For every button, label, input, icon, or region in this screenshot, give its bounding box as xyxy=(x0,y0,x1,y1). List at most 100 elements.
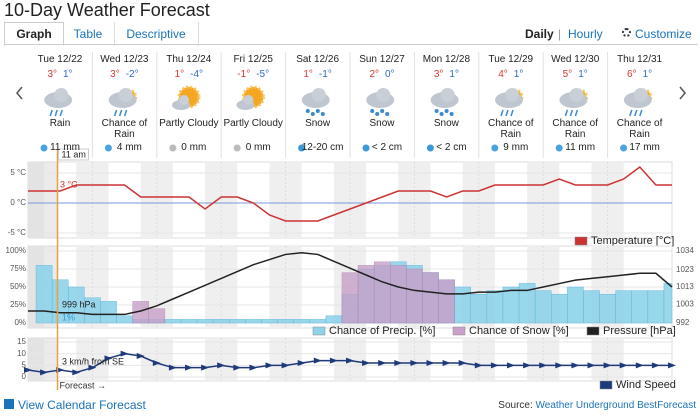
pressure-line xyxy=(28,251,673,316)
source-link[interactable]: Weather Underground BestForecast xyxy=(535,400,696,411)
day-date: Tue 12/22 xyxy=(37,54,83,65)
raindrop xyxy=(59,109,63,117)
snowflake xyxy=(380,109,385,113)
y2-tick-label: 1013 xyxy=(676,282,694,291)
precip-icon xyxy=(426,144,434,152)
wind-arrow xyxy=(40,369,49,376)
day-column: Wed 12/30 5° 1° Chance of Rain 11 mm xyxy=(543,48,607,153)
tab[interactable]: Table xyxy=(62,22,115,46)
day-date: Tue 12/29 xyxy=(488,54,534,65)
wind-arrow xyxy=(668,362,676,369)
snowflake xyxy=(315,109,320,113)
high: 3° xyxy=(433,69,444,80)
condition: Partly Cloudy xyxy=(223,118,283,129)
snowflake xyxy=(305,109,310,113)
high: 1° xyxy=(174,69,185,80)
cloud-icon xyxy=(54,88,69,102)
wind-arrow xyxy=(587,362,596,369)
wind-arrow xyxy=(394,360,403,366)
wind-arrow xyxy=(185,364,193,371)
low: -2° xyxy=(125,69,139,80)
legend-swatch xyxy=(452,326,466,336)
precip-amount: 17 mm xyxy=(629,142,660,153)
precip-icon xyxy=(298,144,306,152)
raindrop xyxy=(500,109,504,117)
wind-arrow xyxy=(362,360,371,366)
legend-label: Temperature [°C] xyxy=(591,235,674,247)
precip-bar xyxy=(615,290,633,324)
cloud-icon xyxy=(633,88,648,102)
wind-arrow xyxy=(474,362,483,369)
precip-bar xyxy=(454,286,471,324)
legend-label: Wind Speed xyxy=(616,379,676,391)
precip-bar xyxy=(164,319,182,324)
tab[interactable]: Descriptive xyxy=(114,22,199,46)
y-tick-label: 75% xyxy=(10,264,26,273)
cloud-icon xyxy=(569,88,584,102)
calendar-icon xyxy=(4,399,14,409)
raindrop xyxy=(574,109,579,117)
legend-swatch xyxy=(586,326,600,336)
day-date: Thu 12/31 xyxy=(617,54,663,65)
legend-swatch xyxy=(574,236,588,246)
cloud-icon xyxy=(243,95,254,105)
y2-tick-label: 992 xyxy=(676,318,690,327)
day-date: Sun 12/27 xyxy=(359,54,405,65)
precip-bar xyxy=(309,319,327,324)
y-tick-label: 25% xyxy=(10,300,26,309)
condition: Snow xyxy=(369,118,395,129)
hi-lo: 4° 1° xyxy=(479,69,543,80)
day-column: Mon 12/28 3° 1° Snow < 2 cm xyxy=(414,48,478,153)
wind-arrow xyxy=(346,357,354,364)
high: -1° xyxy=(237,69,251,80)
wind-arrow xyxy=(281,362,290,369)
day-column: Tue 12/22 3° 1° Rain 11 mm xyxy=(28,48,92,153)
next-arrow xyxy=(679,86,686,100)
precip-amount: 11 mm xyxy=(565,142,596,153)
raindrop xyxy=(639,109,643,117)
current-value: 3 km/h from SE xyxy=(62,356,124,366)
precip-bar xyxy=(567,286,584,324)
wind-arrow xyxy=(458,360,467,366)
low: -5° xyxy=(256,69,270,80)
precip-icon xyxy=(620,144,628,152)
precip-amount: < 2 cm xyxy=(436,142,467,153)
wind-arrow xyxy=(442,360,451,366)
current-value: 1% xyxy=(62,312,75,322)
mode-hourly[interactable]: Hourly xyxy=(568,27,603,41)
y-tick-label: 100% xyxy=(6,246,26,255)
raindrop xyxy=(118,109,123,117)
gear-icon xyxy=(622,28,631,37)
source: Source: Weather Underground BestForecast xyxy=(498,400,696,411)
precip-bar xyxy=(116,315,133,324)
legend-swatch xyxy=(599,380,613,390)
snowflake xyxy=(449,112,454,116)
snowflake xyxy=(385,112,390,116)
precip-bar xyxy=(534,290,552,324)
raindrop xyxy=(510,109,514,117)
forecast-label: Forecast → xyxy=(60,380,107,390)
now-label: 11 am xyxy=(62,149,86,159)
precip-icon xyxy=(104,144,112,152)
raindrop xyxy=(54,109,58,117)
precip-bar xyxy=(551,293,568,324)
calendar-link[interactable]: View Calendar Forecast xyxy=(18,398,146,412)
customize[interactable]: Customize xyxy=(635,27,692,41)
snowflake xyxy=(310,112,315,116)
day-date: Thu 12/24 xyxy=(166,54,212,65)
low: -4° xyxy=(190,69,204,80)
mode-daily[interactable]: Daily xyxy=(525,27,554,41)
wind-arrow xyxy=(120,350,129,357)
precip-amount: < 2 cm xyxy=(371,142,403,153)
precip-bar xyxy=(261,319,278,324)
snow-bar xyxy=(373,261,391,324)
day-column: Fri 12/25 -1° -5° Partly Cloudy 0 mm xyxy=(221,48,285,153)
precip-bar xyxy=(631,290,649,324)
wind-arrow xyxy=(603,362,612,369)
day-date: Fri 12/25 xyxy=(233,54,273,65)
tab[interactable]: Graph xyxy=(4,22,64,46)
y2-tick-label: 1034 xyxy=(676,246,694,255)
wind-arrow xyxy=(104,355,113,362)
wind-arrow xyxy=(555,362,564,369)
wind-arrow xyxy=(490,362,499,369)
